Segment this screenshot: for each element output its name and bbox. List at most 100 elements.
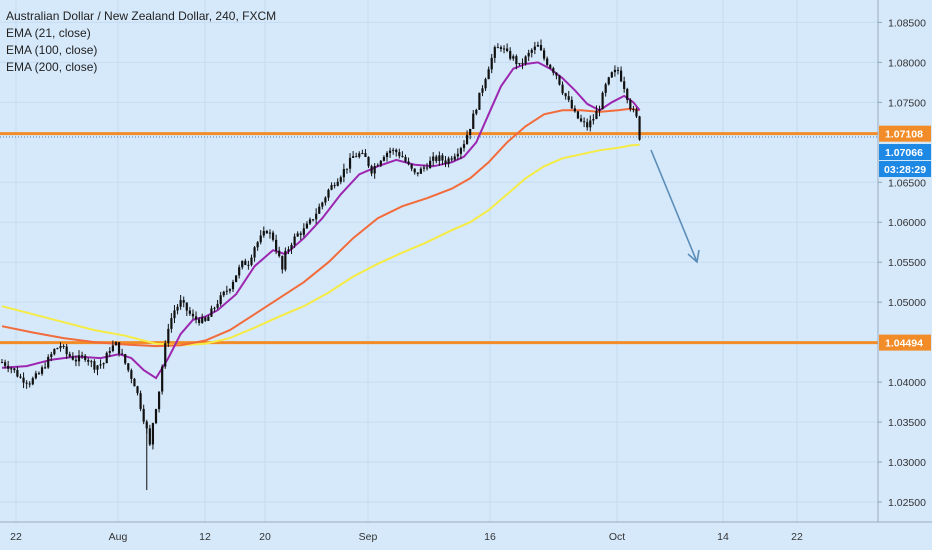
- candle[interactable]: [133, 377, 136, 387]
- ema100-line[interactable]: [1, 107, 640, 348]
- candle[interactable]: [111, 340, 114, 353]
- candle[interactable]: [139, 390, 142, 412]
- candle[interactable]: [539, 39, 543, 51]
- candle[interactable]: [385, 151, 389, 162]
- candle[interactable]: [506, 43, 509, 53]
- candle[interactable]: [616, 66, 620, 75]
- candle[interactable]: [136, 385, 139, 396]
- candle[interactable]: [490, 53, 493, 74]
- candle[interactable]: [459, 146, 463, 160]
- candle[interactable]: [512, 54, 515, 61]
- candle[interactable]: [376, 163, 379, 167]
- candle[interactable]: [50, 351, 53, 362]
- candle[interactable]: [484, 77, 487, 91]
- candle[interactable]: [629, 98, 632, 112]
- candle[interactable]: [502, 45, 506, 54]
- candle[interactable]: [315, 208, 318, 224]
- indicator-ema200[interactable]: EMA (200, close): [6, 60, 98, 74]
- candle[interactable]: [34, 370, 37, 380]
- candle[interactable]: [441, 153, 444, 165]
- candle[interactable]: [573, 105, 576, 113]
- candle[interactable]: [311, 218, 315, 222]
- candle[interactable]: [188, 306, 191, 316]
- candle[interactable]: [234, 275, 238, 283]
- candle[interactable]: [96, 364, 99, 376]
- candle[interactable]: [382, 155, 386, 162]
- candle[interactable]: [293, 233, 296, 248]
- candle[interactable]: [333, 182, 336, 189]
- candle[interactable]: [114, 341, 118, 346]
- candle[interactable]: [348, 153, 352, 173]
- candle[interactable]: [296, 231, 299, 237]
- candle[interactable]: [154, 408, 158, 425]
- candle[interactable]: [342, 163, 345, 183]
- candle[interactable]: [47, 354, 50, 369]
- candle[interactable]: [185, 302, 188, 317]
- candle[interactable]: [207, 314, 210, 322]
- candle[interactable]: [626, 87, 629, 104]
- candle[interactable]: [586, 118, 589, 131]
- candle[interactable]: [527, 49, 530, 62]
- candle[interactable]: [619, 66, 623, 83]
- candle[interactable]: [367, 156, 370, 168]
- candle[interactable]: [167, 323, 170, 347]
- candle[interactable]: [127, 363, 130, 373]
- candle[interactable]: [194, 311, 198, 324]
- candle[interactable]: [533, 41, 536, 55]
- candle[interactable]: [210, 305, 213, 317]
- candle[interactable]: [191, 309, 195, 320]
- candle[interactable]: [179, 294, 182, 310]
- candle[interactable]: [238, 264, 241, 279]
- candle[interactable]: [407, 157, 410, 166]
- candle[interactable]: [247, 260, 250, 270]
- candle[interactable]: [364, 149, 367, 158]
- candle[interactable]: [256, 240, 259, 251]
- candle[interactable]: [7, 360, 10, 373]
- candle[interactable]: [68, 351, 71, 358]
- candle[interactable]: [435, 154, 438, 164]
- candle[interactable]: [281, 255, 284, 274]
- candle[interactable]: [345, 168, 349, 174]
- candle[interactable]: [570, 96, 573, 110]
- candle[interactable]: [151, 422, 155, 450]
- candle[interactable]: [601, 91, 604, 110]
- candle[interactable]: [623, 76, 626, 93]
- candle[interactable]: [318, 203, 321, 215]
- candle[interactable]: [481, 85, 484, 97]
- candle[interactable]: [515, 54, 518, 70]
- candle[interactable]: [265, 229, 268, 234]
- candle[interactable]: [305, 221, 309, 229]
- candle[interactable]: [259, 230, 262, 245]
- candle[interactable]: [521, 58, 524, 70]
- candle[interactable]: [542, 47, 546, 61]
- candle[interactable]: [53, 348, 56, 356]
- candle[interactable]: [549, 63, 552, 70]
- candle[interactable]: [524, 55, 527, 66]
- indicator-ema21[interactable]: EMA (21, close): [6, 26, 91, 40]
- candle[interactable]: [361, 149, 364, 155]
- candle[interactable]: [487, 66, 490, 80]
- arrow-shaft[interactable]: [650, 149, 698, 263]
- candle[interactable]: [40, 365, 44, 376]
- candle[interactable]: [453, 153, 456, 161]
- candle[interactable]: [336, 178, 339, 187]
- candle[interactable]: [465, 130, 469, 145]
- candle[interactable]: [607, 76, 610, 86]
- candle[interactable]: [410, 163, 413, 172]
- candle[interactable]: [3, 359, 7, 369]
- candle[interactable]: [355, 152, 358, 158]
- candle[interactable]: [339, 175, 342, 185]
- symbol-title[interactable]: Australian Dollar / New Zealand Dollar, …: [6, 9, 277, 23]
- candle[interactable]: [84, 354, 87, 362]
- candle[interactable]: [413, 168, 416, 175]
- candle[interactable]: [99, 359, 102, 369]
- candle[interactable]: [56, 347, 59, 350]
- candle[interactable]: [105, 351, 108, 364]
- candle[interactable]: [429, 156, 432, 169]
- candle[interactable]: [561, 81, 564, 96]
- candle[interactable]: [121, 348, 124, 355]
- candle[interactable]: [241, 260, 244, 270]
- candle[interactable]: [59, 342, 62, 352]
- candle[interactable]: [638, 115, 641, 141]
